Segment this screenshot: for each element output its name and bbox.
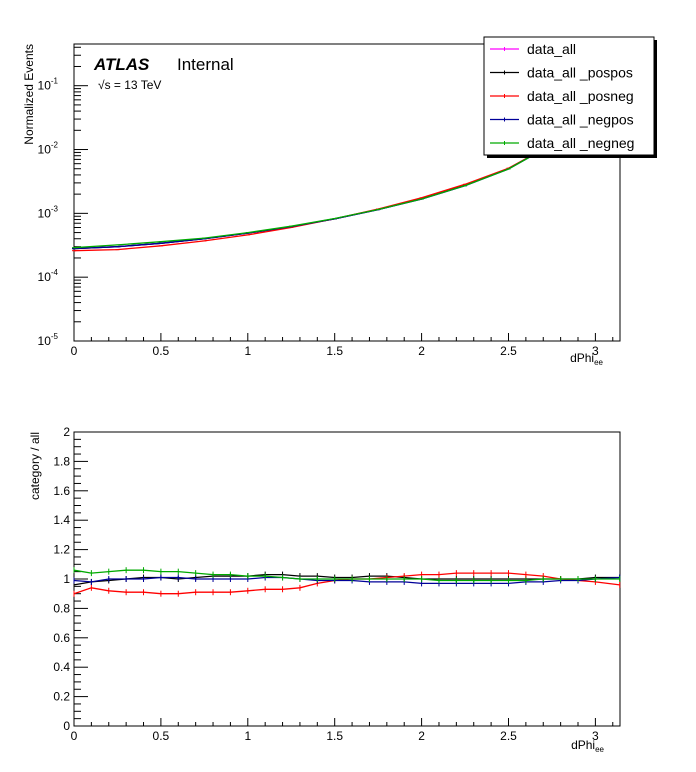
- bottom-y-tick-label: 1.6: [53, 484, 70, 498]
- legend-entry-label: data_all: [527, 41, 576, 57]
- bottom-x-ticks: 0 0.5 1 1.5 2 2.5 3: [71, 718, 614, 743]
- atlas-status-label: Internal: [177, 55, 234, 74]
- top-y-ticks: 10-5 10-4 10-3 10-2 10-1: [38, 46, 88, 348]
- bottom-y-tick-label: 0.8: [53, 601, 70, 615]
- bottom-panel: 0 0.5 1 1.5 2 2.5 3 0 0.2 0.4 0.6 0.8 1 1.2 1.4 1.6 1.8…: [28, 425, 621, 754]
- top-y-axis-label: Normalized Events: [22, 44, 36, 145]
- bottom-x-tick-label: 3: [592, 729, 599, 743]
- top-x-tick-label: 2: [418, 344, 425, 358]
- bottom-y-tick-label: 1.2: [53, 543, 70, 557]
- legend: data_all data_all _pospos data_all _posneg…: [483, 36, 657, 158]
- legend-entry-label: data_all _negpos: [527, 112, 634, 128]
- legend-entry-label: data_all _negneg: [527, 135, 634, 151]
- top-x-ticks: 0 0.5 1 1.5 2 2.5 3: [71, 333, 614, 358]
- top-x-tick-label: 2.5: [500, 344, 517, 358]
- bottom-x-tick-label: 2.5: [500, 729, 517, 743]
- top-y-tick-label: 10-5: [38, 332, 59, 348]
- top-series-group: [72, 143, 554, 252]
- top-series-line: [73, 143, 553, 250]
- top-series-line: [73, 143, 553, 252]
- bottom-x-tick-label: 2: [418, 729, 425, 743]
- bottom-x-axis-label: dPhiee: [571, 738, 604, 754]
- bottom-x-tick-label: 1: [244, 729, 251, 743]
- top-y-tick-label: 10-3: [38, 204, 59, 220]
- bottom-y-axis-label: category / all: [28, 432, 42, 500]
- atlas-label: ATLAS: [93, 55, 150, 74]
- legend-entry-label: data_all _pospos: [527, 65, 633, 81]
- legend-entry-label: data_all _posneg: [527, 88, 634, 104]
- bottom-y-tick-label: 2: [63, 425, 70, 439]
- bottom-series-line: [73, 569, 620, 582]
- top-x-tick-label: 3: [592, 344, 599, 358]
- top-x-tick-label: 1.5: [326, 344, 343, 358]
- top-panel: 0 0.5 1 1.5 2 2.5 3 10-5 10-4 10-3 10-2 10-1 Norma…: [22, 36, 657, 367]
- top-x-axis-label: dPhiee: [570, 351, 603, 367]
- bottom-x-tick-label: 0: [71, 729, 78, 743]
- top-y-tick-label: 10-4: [38, 268, 59, 284]
- top-y-tick-label: 10-2: [38, 141, 59, 157]
- bottom-series-line: [73, 572, 620, 595]
- bottom-y-tick-label: 0: [63, 719, 70, 733]
- bottom-y-tick-label: 1: [63, 572, 70, 586]
- top-y-tick-label: 10-1: [38, 77, 59, 93]
- bottom-x-tick-label: 1.5: [326, 729, 343, 743]
- top-series-line: [73, 143, 553, 250]
- bottom-y-tick-label: 0.2: [53, 690, 70, 704]
- bottom-y-tick-label: 0.4: [53, 660, 70, 674]
- top-x-tick-label: 0: [71, 344, 78, 358]
- top-x-tick-label: 1: [244, 344, 251, 358]
- top-series-line: [73, 143, 553, 250]
- bottom-series-line: [73, 576, 620, 585]
- top-x-tick-label: 0.5: [153, 344, 170, 358]
- bottom-y-tick-label: 1.4: [53, 513, 70, 527]
- energy-label: √s = 13 TeV: [98, 78, 161, 92]
- bottom-series-group: [73, 567, 621, 597]
- bottom-y-tick-label: 0.6: [53, 631, 70, 645]
- bottom-x-tick-label: 0.5: [153, 729, 170, 743]
- top-series-line: [73, 143, 553, 249]
- top-plot-frame: [73, 43, 621, 342]
- bottom-y-ticks: 0 0.2 0.4 0.6 0.8 1 1.2 1.4 1.6 1.8 2: [53, 425, 88, 733]
- bottom-y-tick-label: 1.8: [53, 454, 70, 468]
